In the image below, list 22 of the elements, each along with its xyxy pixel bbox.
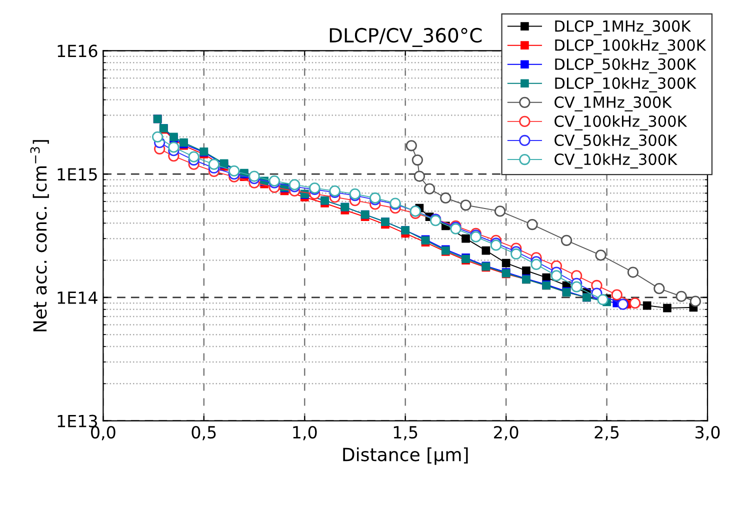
legend-label: CV_1MHz_300K: [554, 96, 672, 112]
x-tick-label: 0,0: [91, 426, 116, 440]
legend-label: DLCP_50kHz_300K: [555, 58, 696, 74]
chart-title: DLCP/CV_360°C: [330, 28, 482, 47]
x-tick-label: 2,5: [594, 426, 619, 440]
x-tick-label: 1,5: [394, 426, 418, 440]
legend-label: DLCP_1MHz_300K: [555, 20, 692, 36]
x-axis-title: Distance [µm]: [343, 447, 468, 465]
x-tick-label: 0,5: [192, 426, 216, 440]
x-tick-label: 3,0: [696, 426, 720, 440]
y-axis-title: Net acc. conc. [cm$^{−3}$]: [30, 140, 49, 332]
legend-label: DLCP_10kHz_300K: [555, 77, 696, 92]
x-tick-label: 1,0: [293, 426, 317, 440]
legend-label: CV_50kHz_300K: [554, 134, 678, 150]
y-tick-label: 1E15: [58, 168, 97, 181]
legend-label: CV_10kHz_300K: [554, 153, 678, 168]
legend-label: CV_100kHz_300K: [554, 115, 688, 130]
x-tick-label: 2,0: [494, 426, 518, 440]
y-tick-label: 1E14: [58, 292, 98, 304]
legend-label: DLCP_100kHz_300K: [555, 39, 706, 54]
y-tick-label: 1E13: [58, 414, 97, 428]
y-tick-label: 1E16: [58, 44, 98, 58]
